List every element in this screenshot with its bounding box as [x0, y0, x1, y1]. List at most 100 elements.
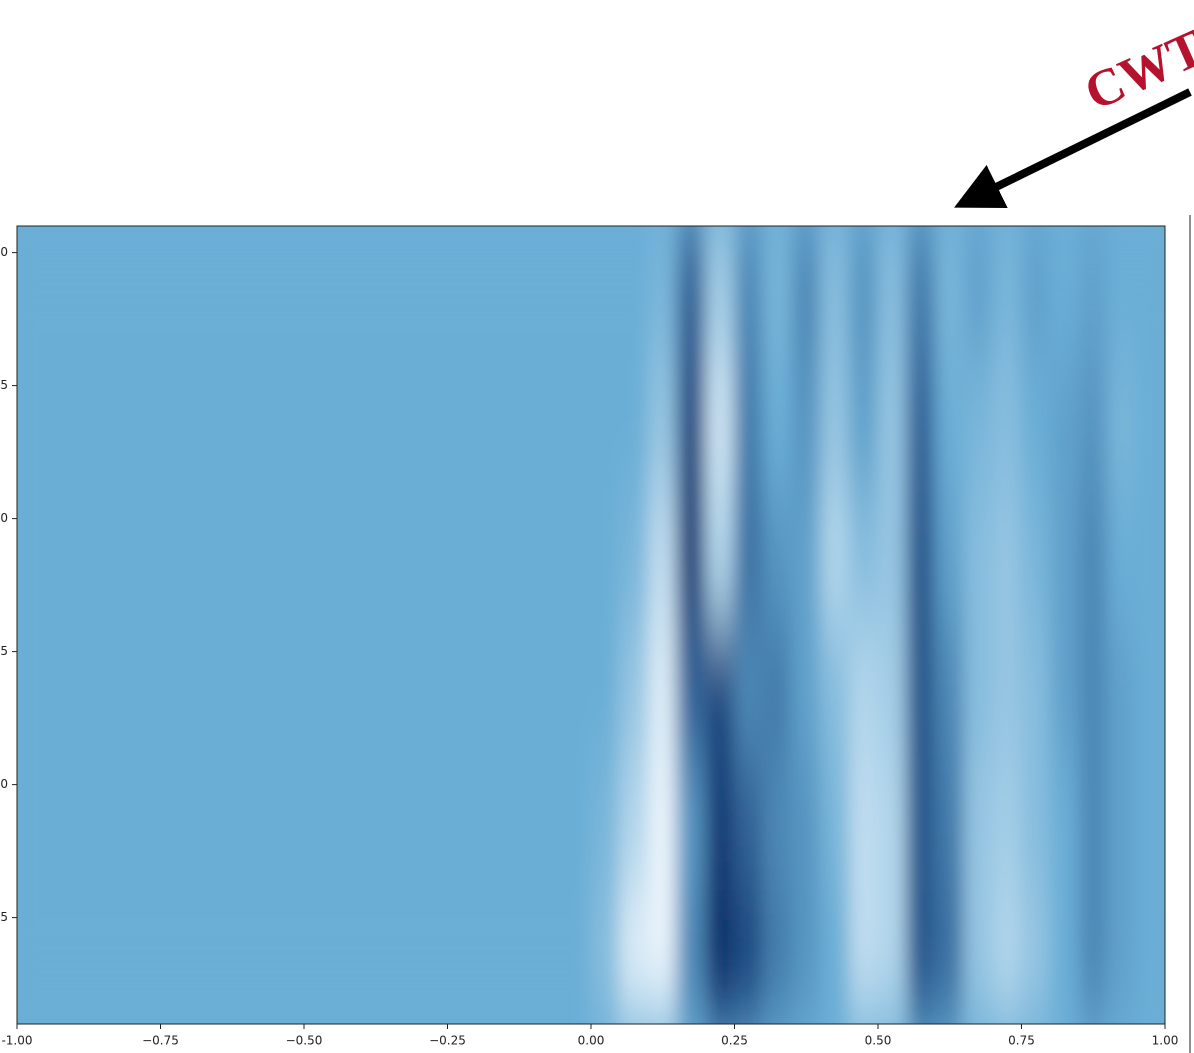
heat-cell	[332, 359, 362, 493]
x-tick-label: 0.50	[865, 1034, 892, 1048]
heat-cell	[476, 492, 506, 626]
heat-cell	[476, 359, 506, 493]
heat-cell	[591, 625, 621, 759]
heat-cell	[361, 891, 391, 1025]
heat-cell	[648, 625, 678, 759]
heat-cell	[418, 758, 448, 892]
heat-cell	[74, 359, 104, 493]
heat-cell	[131, 492, 161, 626]
y-tick-label: 5	[0, 378, 8, 392]
heat-cell	[447, 359, 477, 493]
heat-cell	[964, 625, 994, 759]
heat-cell	[189, 625, 219, 759]
heat-cell	[17, 492, 47, 626]
heat-cell	[935, 758, 965, 892]
heat-cell	[878, 492, 908, 626]
heat-cell	[533, 226, 563, 360]
heat-cell	[935, 359, 965, 493]
heat-cell	[418, 492, 448, 626]
chart: CWT -1.00−0.75−0.50−0.250.000.250.500.75…	[0, 0, 1194, 1053]
heat-cell	[964, 891, 994, 1025]
heat-cell	[1107, 625, 1137, 759]
heat-cell	[160, 891, 190, 1025]
heat-cell	[103, 359, 133, 493]
heat-cell	[304, 492, 334, 626]
heat-cell	[878, 359, 908, 493]
heat-cell	[705, 226, 735, 360]
heat-cell	[275, 359, 305, 493]
heat-cell	[1107, 492, 1137, 626]
heat-cell	[705, 359, 735, 493]
heat-cell	[131, 758, 161, 892]
heat-cell	[906, 625, 936, 759]
heat-cell	[591, 758, 621, 892]
heat-cell	[964, 758, 994, 892]
heat-cell	[734, 492, 764, 626]
heat-cell	[1107, 359, 1137, 493]
heat-cell	[705, 891, 735, 1025]
heat-cell	[1078, 891, 1108, 1025]
heat-cell	[1107, 758, 1137, 892]
x-tick-label: −0.25	[429, 1034, 466, 1048]
heat-cell	[275, 226, 305, 360]
heat-cell	[1021, 492, 1051, 626]
heat-cell	[361, 758, 391, 892]
heat-cell	[820, 492, 850, 626]
heat-cell	[591, 359, 621, 493]
heat-cell	[504, 625, 534, 759]
heat-cell	[246, 492, 276, 626]
heat-cell	[591, 226, 621, 360]
heat-cell	[820, 226, 850, 360]
heat-cell	[1136, 758, 1166, 892]
heat-cell	[476, 625, 506, 759]
heat-cell	[332, 226, 362, 360]
heat-cell	[17, 891, 47, 1025]
heat-cell	[992, 226, 1022, 360]
heat-cell	[246, 891, 276, 1025]
heat-cell	[189, 758, 219, 892]
heat-cell	[1136, 492, 1166, 626]
heat-cell	[935, 891, 965, 1025]
heat-cell	[677, 891, 707, 1025]
heat-cell	[189, 226, 219, 360]
heat-cell	[131, 226, 161, 360]
heat-cell	[390, 492, 420, 626]
heat-cell	[791, 359, 821, 493]
heat-cell	[791, 891, 821, 1025]
y-tick-label: 5	[0, 910, 8, 924]
heat-cell	[1050, 359, 1080, 493]
heat-cell	[476, 226, 506, 360]
heat-cell	[791, 758, 821, 892]
heat-cell	[992, 359, 1022, 493]
heat-cell	[103, 492, 133, 626]
heat-cell	[849, 492, 879, 626]
heat-cell	[160, 492, 190, 626]
heat-cell	[275, 492, 305, 626]
heat-cell	[246, 359, 276, 493]
heat-cell	[992, 891, 1022, 1025]
heatmap-cells	[17, 226, 1166, 1025]
heat-cell	[849, 758, 879, 892]
heat-cell	[791, 492, 821, 626]
heat-cell	[160, 758, 190, 892]
heat-cell	[677, 625, 707, 759]
heat-cell	[189, 891, 219, 1025]
heat-cell	[1136, 625, 1166, 759]
heat-cell	[705, 758, 735, 892]
heat-cell	[648, 359, 678, 493]
heat-cell	[648, 226, 678, 360]
heat-cell	[504, 758, 534, 892]
heat-cell	[447, 492, 477, 626]
heat-cell	[189, 359, 219, 493]
heat-cell	[763, 891, 793, 1025]
heat-cell	[160, 359, 190, 493]
heat-cell	[74, 891, 104, 1025]
heat-cell	[390, 758, 420, 892]
heat-cell	[562, 758, 592, 892]
heat-cell	[763, 359, 793, 493]
heat-cell	[217, 226, 247, 360]
x-tick-label: −0.50	[286, 1034, 323, 1048]
heat-cell	[17, 625, 47, 759]
heat-cell	[849, 226, 879, 360]
heat-cell	[332, 758, 362, 892]
